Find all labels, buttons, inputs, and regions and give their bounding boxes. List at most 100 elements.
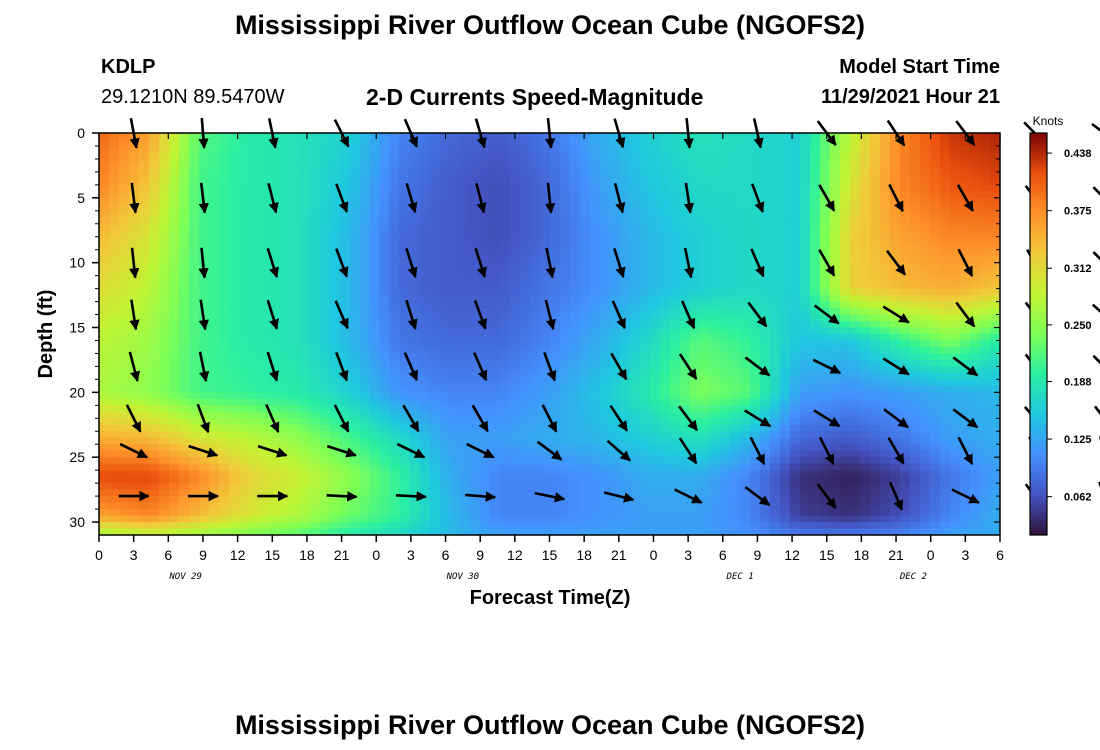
heatmap-cell [989,243,1000,251]
heatmap-cell [479,334,491,342]
heatmap-cell [729,165,741,173]
heatmap-cell [279,372,290,380]
heatmap-cell [909,411,921,419]
heatmap-cell [489,353,501,361]
heatmap-cell [929,424,941,432]
heatmap-cell [349,152,360,160]
heatmap-cell [429,223,440,231]
heatmap-cell [349,191,360,199]
heatmap-cell [409,340,420,348]
heatmap-cell [529,139,541,147]
heatmap-cell [669,139,681,147]
heatmap-cell [739,178,751,186]
heatmap-cell [219,145,230,154]
heatmap-cell [379,444,390,452]
heatmap-cell [299,178,310,186]
heatmap-cell [939,411,951,419]
heatmap-cell [459,346,471,355]
heatmap-cell [99,353,110,361]
heatmap-cell [549,334,561,342]
heatmap-cell [149,223,160,231]
heatmap-cell [889,249,901,257]
heatmap-cell [529,158,541,167]
heatmap-cell [779,152,791,160]
heatmap-cell [949,359,961,368]
heatmap-cell [579,217,591,225]
heatmap-cell [489,418,501,426]
heatmap-cell [249,158,260,167]
heatmap-cell [169,334,180,342]
heatmap-cell [409,158,420,167]
heatmap-cell [989,392,1000,400]
heatmap-cell [629,327,641,335]
heatmap-cell [359,165,370,173]
heatmap-cell [749,372,761,380]
heatmap-cell [499,158,511,167]
heatmap-cell [909,249,921,257]
heatmap-cell [599,457,611,465]
heatmap-cell [839,308,851,316]
heatmap-cell [279,411,290,419]
heatmap-cell [509,437,521,445]
heatmap-cell [929,158,941,167]
heatmap-cell [689,385,701,393]
heatmap-cell [899,256,911,264]
heatmap-cell [419,379,430,387]
heatmap-cell [229,295,240,303]
heatmap-cell [789,470,801,478]
heatmap-cell [729,424,741,432]
heatmap-cell [909,379,921,387]
heatmap-cell [299,314,310,322]
heatmap-cell [739,295,751,303]
heatmap-cell [389,321,400,329]
heatmap-cell [129,385,140,393]
heatmap-cell [439,398,450,406]
heatmap-cell [139,184,150,192]
heatmap-cell [699,346,711,355]
heatmap-cell [709,197,721,205]
heatmap-cell [439,353,450,361]
heatmap-cell [689,359,701,368]
heatmap-cell [229,249,240,257]
heatmap-cell [149,178,160,186]
heatmap-cell [179,463,190,471]
heatmap-cell [509,184,521,192]
heatmap-cell [359,158,370,167]
heatmap-cell [969,321,981,329]
heatmap-cell [689,301,701,309]
heatmap-cell [759,165,771,173]
heatmap-cell [949,139,961,147]
heatmap-cell [289,418,300,426]
heatmap-cell [399,379,410,387]
heatmap-cell [899,301,911,309]
heatmap-cell [899,133,911,141]
heatmap-cell [959,327,971,335]
heatmap-cell [289,353,300,361]
heatmap-cell [399,366,410,374]
heatmap-cell [519,301,531,309]
heatmap-cell [609,282,621,290]
heatmap-cell [329,243,340,251]
heatmap-cell [659,178,671,186]
heatmap-cell [349,437,360,445]
heatmap-cell [829,262,841,270]
heatmap-cell [919,359,931,368]
heatmap-cell [529,282,541,290]
heatmap-cell [349,262,360,270]
heatmap-cell [909,457,921,465]
heatmap-cell [829,184,841,192]
heatmap-cell [719,243,731,251]
heatmap-cell [219,489,230,497]
heatmap-cell [919,223,931,231]
heatmap-cell [669,295,681,303]
heatmap-cell [379,372,390,380]
heatmap-cell [969,405,981,413]
heatmap-cell [179,295,190,303]
heatmap-cell [579,165,591,173]
heatmap-cell [219,476,230,484]
heatmap-cell [349,288,360,296]
heatmap-cell [339,249,350,257]
heatmap-cell [369,152,380,160]
heatmap-cell [299,269,310,277]
heatmap-cell [959,288,971,296]
